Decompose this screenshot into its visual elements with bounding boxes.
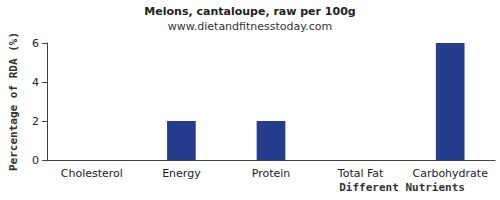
svg-text:Different Nutrients: Different Nutrients <box>339 181 465 194</box>
svg-text:4: 4 <box>32 76 39 89</box>
svg-text:2: 2 <box>32 115 39 128</box>
svg-text:Protein: Protein <box>252 167 291 180</box>
svg-text:Melons, cantaloupe, raw per 10: Melons, cantaloupe, raw per 100g <box>144 5 355 18</box>
svg-text:Cholesterol: Cholesterol <box>61 167 123 180</box>
svg-text:Carbohydrate: Carbohydrate <box>412 167 488 180</box>
svg-text:6: 6 <box>32 37 39 50</box>
svg-text:Total Fat: Total Fat <box>337 167 384 180</box>
svg-text:Energy: Energy <box>162 167 201 180</box>
svg-text:Percentage of RDA (%): Percentage of RDA (%) <box>7 32 20 171</box>
svg-text:www.dietandfitnesstoday.com: www.dietandfitnesstoday.com <box>168 20 332 33</box>
svg-text:0: 0 <box>32 154 39 167</box>
